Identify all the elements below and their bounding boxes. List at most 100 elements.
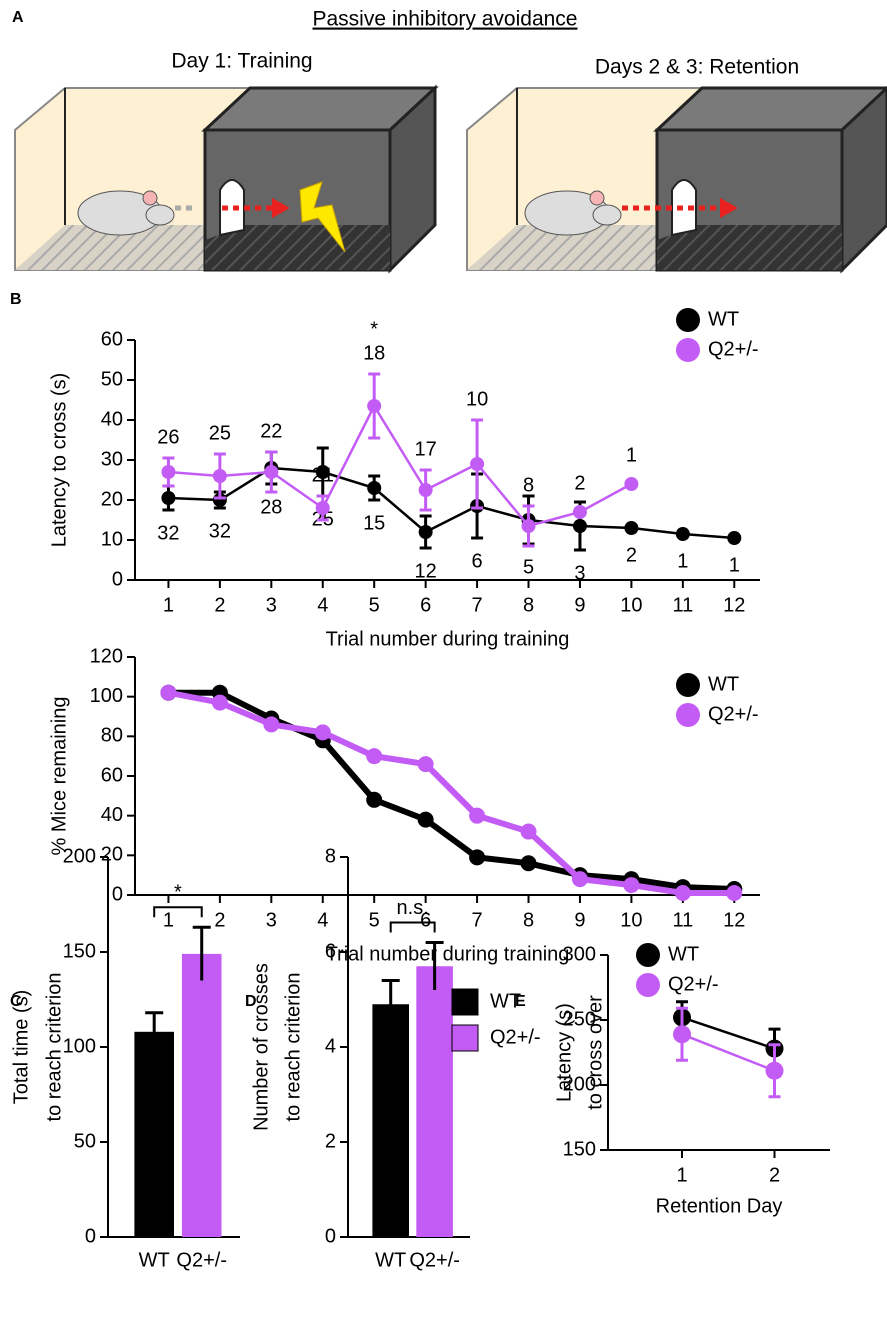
count-label: 2: [626, 544, 637, 566]
y-axis-label: Latency to cross (s): [48, 373, 70, 548]
mouse-ear: [142, 190, 158, 206]
y-axis-label: Total time (s): [10, 990, 32, 1104]
y-tick-label: 300: [563, 943, 596, 965]
annotation: *: [174, 882, 182, 904]
count-label: 6: [472, 550, 483, 572]
floor: [467, 225, 657, 270]
marker: [211, 694, 228, 711]
y-tick-label: 2: [325, 1130, 336, 1152]
marker: [366, 791, 383, 808]
count-label: 2: [574, 472, 585, 494]
mouse-head: [592, 204, 622, 226]
x-tick-label: 10: [620, 594, 642, 616]
count-label: 1: [729, 554, 740, 576]
x-axis-label: Trial number during training: [326, 943, 570, 965]
y-tick-label: 200: [63, 845, 96, 867]
count-label: 3: [574, 562, 585, 584]
legend-marker: [676, 308, 700, 332]
count-label: 25: [209, 422, 231, 444]
chamber-right: [466, 85, 887, 274]
x-tick-label: 5: [369, 594, 380, 616]
bar: [372, 1004, 409, 1237]
x-tick-label: WT: [139, 1249, 170, 1271]
legend-label: WT: [708, 308, 739, 330]
x-tick-label: 11: [672, 909, 693, 931]
panel-label: D: [245, 993, 257, 1010]
arrow-head: [272, 198, 290, 218]
x-tick-label: 8: [523, 594, 534, 616]
x-tick-label: 3: [266, 594, 277, 616]
marker: [367, 399, 382, 413]
marker: [727, 531, 742, 545]
marker: [160, 684, 177, 701]
x-tick-label: 2: [214, 594, 225, 616]
x-tick-label: Q2+/-: [409, 1249, 460, 1271]
x-tick-label: 10: [620, 909, 642, 931]
x-tick-label: 7: [472, 594, 483, 616]
panel-label: B: [10, 291, 22, 308]
count-label: 17: [415, 438, 437, 460]
annotation: n.s.: [397, 897, 429, 919]
y-tick-label: 20: [101, 844, 123, 866]
series-line: [681, 1033, 775, 1072]
marker: [520, 823, 537, 840]
shock: [299, 181, 346, 253]
series-line: [681, 1016, 775, 1050]
y-tick-label: 0: [112, 883, 123, 905]
x-axis-label: Retention Day: [656, 1195, 783, 1217]
x-tick-label: 1: [163, 594, 174, 616]
marker: [161, 465, 176, 479]
y-tick-label: 150: [563, 1138, 596, 1160]
grid-floor: [657, 225, 842, 270]
error-bar: [192, 925, 211, 981]
marker: [263, 716, 280, 733]
count-label: 8: [523, 474, 534, 496]
marker: [572, 505, 587, 519]
diagram-caption: Days 2 & 3: Retention: [595, 56, 799, 79]
legend-label: Q2+/-: [490, 1026, 541, 1048]
y-tick-label: 80: [101, 725, 123, 747]
legend-marker: [636, 943, 660, 967]
series-line: [167, 689, 735, 897]
count-label: 21: [312, 464, 334, 486]
count-label: 32: [209, 520, 231, 542]
x-axis-label: Trial number during training: [326, 628, 570, 650]
marker: [726, 885, 743, 902]
legend-swatch: [451, 988, 479, 1016]
y-axis-label: Latency (s): [553, 1003, 575, 1102]
series-line: [168, 689, 735, 893]
error-bar: [145, 1011, 164, 1051]
y-tick-label: 100: [63, 1035, 96, 1057]
marker: [674, 885, 691, 902]
y-axis-label: to cross over: [584, 995, 606, 1110]
y-tick-label: 0: [85, 1225, 96, 1247]
error-bar: [425, 941, 444, 990]
marker: [469, 807, 486, 824]
diagram-caption: Day 1: Training: [171, 50, 312, 73]
count-label: 26: [157, 426, 179, 448]
y-tick-label: 4: [325, 1035, 336, 1057]
legend-swatch: [451, 1024, 479, 1052]
x-tick-label: 4: [317, 909, 328, 931]
y-tick-label: 150: [63, 940, 96, 962]
x-tick-label: 8: [523, 909, 534, 931]
x-tick-label: 9: [574, 594, 585, 616]
panel-label: C: [10, 993, 22, 1010]
marker: [366, 748, 383, 765]
legend-marker: [676, 703, 700, 727]
marker: [572, 519, 587, 533]
x-tick-label: 6: [420, 909, 431, 931]
count-label: 1: [677, 550, 688, 572]
count-label: 15: [363, 512, 385, 534]
x-tick-label: 1: [676, 1164, 687, 1186]
marker: [765, 1061, 784, 1080]
bar: [181, 953, 222, 1237]
error-bar: [381, 979, 400, 1028]
bar: [134, 1031, 174, 1237]
y-tick-label: 8: [325, 845, 336, 867]
count-label: 5: [523, 556, 534, 578]
marker: [675, 527, 690, 541]
y-axis-label: % Mice remaining: [48, 697, 70, 856]
legend-marker: [676, 673, 700, 697]
panel-label: E: [515, 993, 526, 1010]
